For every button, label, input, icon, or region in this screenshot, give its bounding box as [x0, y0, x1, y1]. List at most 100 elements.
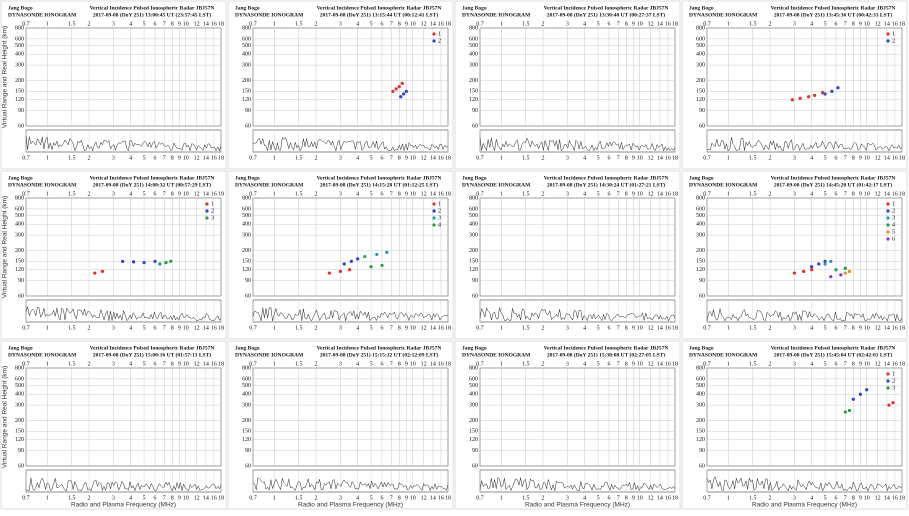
x-tick-label: 8 — [171, 325, 174, 331]
legend-label: 3 — [892, 385, 895, 391]
x-tick-label-top: 18 — [445, 361, 451, 367]
echo-point — [400, 81, 404, 85]
x-tick-label-top: 16 — [211, 191, 217, 197]
y-tick-label: 500 — [242, 43, 251, 49]
x-tick-label: 16 — [665, 325, 671, 331]
x-tick-label: 4 — [356, 325, 359, 331]
echo-point — [829, 259, 833, 263]
x-tick-label: 14 — [657, 155, 663, 161]
x-tick-label: 8 — [625, 155, 628, 161]
y-tick-label: 60 — [699, 463, 705, 469]
x-tick-label: 0.7 — [22, 325, 30, 331]
timestamp: 2017-09-08 (DoY 251) 15:30:08 UT (02:27:… — [547, 351, 665, 358]
echo-point — [847, 269, 852, 273]
x-tick-label-top: 4 — [583, 21, 586, 27]
x-tick-label-top: 16 — [892, 21, 898, 27]
x-tick-label: 5 — [597, 325, 600, 331]
instrument: DYNASONDE IONOGRAM — [462, 352, 531, 358]
x-tick-label: 9 — [405, 155, 408, 161]
y-tick-label: 150 — [15, 429, 24, 435]
x-tick-label: 0.7 — [476, 495, 484, 501]
x-tick-label: 3 — [793, 155, 796, 161]
legend-marker — [886, 202, 890, 206]
x-tick-label: 4 — [583, 495, 586, 501]
echo-point — [402, 92, 406, 96]
x-tick-label-top: 6 — [835, 21, 838, 27]
x-tick-label: 1.5 — [68, 495, 76, 501]
y-tick-label: 200 — [469, 78, 478, 84]
x-tick-label-top: 6 — [381, 361, 384, 367]
x-tick-label-top: 10 — [410, 361, 416, 367]
x-tick-label: 0.7 — [476, 155, 484, 161]
legend-marker — [886, 223, 890, 227]
x-tick-label-top: 7 — [163, 191, 166, 197]
legend-marker — [886, 39, 890, 43]
legend-label: 1 — [892, 371, 895, 377]
echo-point — [813, 93, 817, 97]
x-tick-label-top: 18 — [218, 191, 224, 197]
x-tick-label-top: 2 — [542, 191, 545, 197]
x-tick-label-top: 4 — [129, 21, 132, 27]
x-tick-label: 8 — [398, 325, 401, 331]
x-tick-label-top: 1 — [46, 21, 49, 27]
x-tick-label-top: 7 — [844, 191, 847, 197]
timestamp: 2017-09-08 (DoY 251) 15:15:12 UT (02:12:… — [320, 351, 438, 358]
y-tick-label: 200 — [242, 78, 251, 84]
x-tick-label: 10 — [410, 155, 416, 161]
x-tick-label-top: 0.7 — [249, 361, 257, 367]
x-tick-label-top: 9 — [178, 361, 181, 367]
y-tick-label: 200 — [242, 418, 251, 424]
x-tick-label: 6 — [381, 495, 384, 501]
y-tick-label: 150 — [696, 429, 705, 435]
x-tick-label-top: 14 — [657, 361, 663, 367]
y-tick-label: 600 — [469, 36, 478, 42]
x-tick-label: 12 — [421, 155, 427, 161]
legend-label: 3 — [438, 215, 441, 221]
echo-point — [829, 275, 833, 279]
y-tick-label: 800 — [469, 25, 478, 31]
y-tick-label: 90 — [472, 108, 478, 114]
x-tick-label: 1 — [727, 495, 730, 501]
y-tick-label: 500 — [469, 43, 478, 49]
x-tick-label-top: 5 — [597, 191, 600, 197]
y-tick-label: 600 — [696, 36, 705, 42]
x-tick-label: 16 — [211, 155, 217, 161]
x-tick-label-top: 3 — [566, 361, 569, 367]
x-tick-label-top: 1.5 — [749, 361, 757, 367]
x-tick-label: 1.5 — [522, 325, 530, 331]
x-tick-label: 14 — [430, 325, 436, 331]
station: Jang Bogo — [462, 175, 487, 181]
x-tick-label-top: 10 — [410, 191, 416, 197]
echo-point — [830, 89, 834, 93]
x-tick-label: 7 — [844, 155, 847, 161]
x-axis-label: Radio and Plasma Frequency (MHz) — [525, 502, 630, 509]
x-tick-label: 8 — [171, 495, 174, 501]
x-axis-label: Radio and Plasma Frequency (MHz) — [71, 502, 176, 509]
legend-marker — [886, 209, 890, 213]
x-tick-label: 8 — [398, 495, 401, 501]
x-tick-label-top: 2 — [769, 191, 772, 197]
x-tick-label-top: 12 — [875, 191, 881, 197]
x-tick-label: 14 — [657, 325, 663, 331]
x-tick-label-top: 7 — [390, 191, 393, 197]
x-tick-label-top: 7 — [390, 21, 393, 27]
timestamp: 2017-09-08 (DoY 251) 14:30:24 UT (01:27:… — [547, 181, 665, 188]
y-tick-label: 120 — [15, 267, 24, 273]
x-tick-label-top: 2 — [315, 191, 318, 197]
instrument: DYNASONDE IONOGRAM — [462, 12, 531, 18]
x-tick-label: 10 — [637, 155, 643, 161]
x-tick-label: 1.5 — [295, 155, 303, 161]
x-tick-label: 4 — [356, 155, 359, 161]
x-tick-label: 16 — [665, 495, 671, 501]
x-tick-label: 6 — [154, 495, 157, 501]
y-tick-label: 60 — [699, 123, 705, 129]
x-tick-label-top: 0.7 — [476, 191, 484, 197]
y-tick-label: 200 — [696, 418, 705, 424]
echo-point — [132, 260, 136, 264]
timestamp: 2017-09-08 (DoY 251) 13:45:36 UT (00:42:… — [774, 11, 892, 18]
legend-label: 2 — [211, 208, 214, 214]
x-tick-label: 7 — [844, 325, 847, 331]
echo-point — [100, 269, 105, 273]
x-tick-label-top: 1 — [727, 361, 730, 367]
